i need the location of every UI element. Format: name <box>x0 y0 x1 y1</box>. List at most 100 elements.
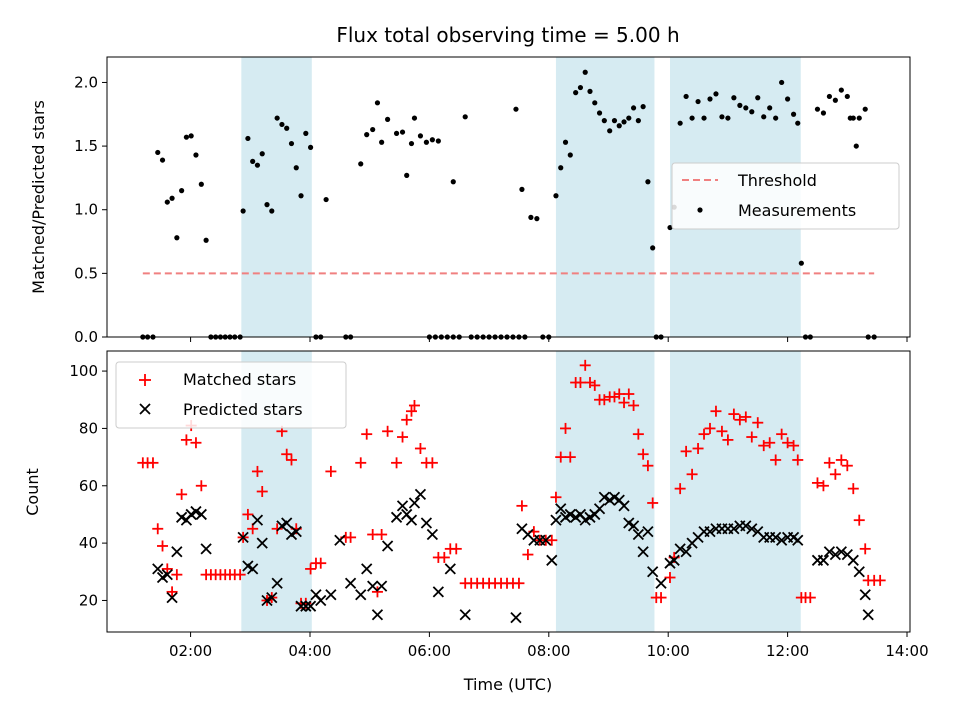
predicted-x-b <box>315 594 327 607</box>
measurement-point <box>677 120 683 126</box>
top-y-tick-label: 0.0 <box>74 328 98 346</box>
predicted-x-b <box>432 586 444 598</box>
predicted-x-b <box>792 534 804 546</box>
bottom-y-tick-label: 80 <box>79 419 98 437</box>
predicted-x-b <box>593 503 606 515</box>
matched-star-point <box>550 491 562 503</box>
measurement-point <box>558 165 564 171</box>
predicted-star-point <box>642 526 654 538</box>
matched-star-point <box>251 465 263 477</box>
predicted-x-b <box>704 526 716 538</box>
measurement-point <box>573 90 579 96</box>
x-tick-label: 12:00 <box>766 642 809 660</box>
bottom-shaded-interval <box>555 351 655 632</box>
predicted-star-point <box>334 534 346 546</box>
matched-star-point <box>315 557 327 569</box>
legend-measurements-label: Measurements <box>738 201 856 220</box>
measurement-point <box>307 144 314 150</box>
measurement-point <box>689 115 695 121</box>
bottom-shaded-interval <box>669 351 801 632</box>
predicted-x-b <box>251 514 264 526</box>
predicted-star-point <box>290 526 302 538</box>
predicted-star-point <box>647 566 659 578</box>
predicted-x-b <box>564 508 576 521</box>
measurement-point <box>528 214 534 220</box>
predicted-x-b <box>271 577 283 589</box>
matched-star-point <box>704 422 716 434</box>
matched-star-point <box>190 437 202 449</box>
measurement-point <box>462 114 468 120</box>
predicted-x-b <box>841 548 853 561</box>
matched-star-point <box>574 377 586 389</box>
predicted-star-point <box>200 543 212 555</box>
x-tick-label: 06:00 <box>408 642 451 660</box>
predicted-star-point <box>637 546 649 558</box>
measurement-point <box>553 193 559 199</box>
predicted-star-point <box>859 589 871 601</box>
measurement-point <box>408 140 415 147</box>
measurement-point <box>683 93 689 100</box>
measurement-point <box>259 151 265 157</box>
matched-star-point <box>752 417 764 429</box>
top-y-axis: 0.0 0.5 1.0 1.5 2.0 <box>74 73 107 346</box>
matched-star-point <box>674 483 686 495</box>
measurement-point <box>577 84 584 91</box>
matched-star-point <box>180 434 192 446</box>
matched-star-point <box>382 425 394 437</box>
predicted-star-point <box>390 511 403 523</box>
measurement-point <box>755 95 761 101</box>
matched-star-point <box>618 397 630 409</box>
x-tick-label: 08:00 <box>527 642 570 660</box>
measurement-point <box>288 140 295 147</box>
predicted-x-b <box>835 546 847 558</box>
measurement-point <box>429 137 435 143</box>
matched-star-point <box>698 428 710 440</box>
measurement-point <box>417 133 424 139</box>
matched-star-point <box>746 431 758 443</box>
predicted-x-b <box>787 531 800 544</box>
predicted-x-b <box>334 534 346 546</box>
bottom-y-tick-label: 100 <box>69 362 98 380</box>
measurement-point <box>826 93 833 100</box>
predicted-x-b <box>414 488 427 501</box>
matched-star-point <box>623 388 635 400</box>
measurement-point <box>379 139 385 145</box>
predicted-x-b <box>674 543 686 555</box>
top-panel-frame <box>106 56 911 338</box>
predicted-x-b <box>401 508 413 521</box>
predicted-x-b <box>618 500 630 512</box>
bottom-y-tick-label: 20 <box>79 591 98 609</box>
matched-star-point <box>242 508 254 520</box>
predicted-star-point <box>408 497 421 509</box>
matched-star-point <box>692 442 704 454</box>
measurement-point <box>240 208 246 214</box>
predicted-star-point <box>540 534 552 546</box>
predicted-x-b <box>632 528 644 541</box>
bottom-points-layer <box>137 359 886 624</box>
predicted-x-b <box>627 520 640 532</box>
measurement-point <box>621 119 627 125</box>
x-axis-label: Time (UTC) <box>463 675 552 694</box>
predicted-star-point <box>847 554 859 566</box>
predicted-x-b <box>405 514 418 526</box>
matched-star-point <box>874 574 886 586</box>
predicted-x-b <box>304 600 317 612</box>
predicted-x-b <box>408 497 421 509</box>
measurement-point <box>814 106 821 112</box>
predicted-x-b <box>770 531 782 544</box>
top-shaded-interval <box>555 57 655 337</box>
predicted-star-point <box>344 577 357 589</box>
matched-star-point <box>414 442 426 454</box>
matched-star-point <box>664 572 676 584</box>
measurement-point <box>203 237 209 243</box>
predicted-x-b <box>310 589 322 601</box>
predicted-star-point <box>361 563 373 575</box>
measurement-point <box>284 125 290 131</box>
measurement-point <box>667 224 673 231</box>
predicted-x-b <box>847 554 859 566</box>
measurement-point <box>293 165 299 171</box>
predicted-star-point <box>247 563 259 575</box>
matched-star-point <box>305 563 317 575</box>
measurement-point <box>193 152 199 158</box>
